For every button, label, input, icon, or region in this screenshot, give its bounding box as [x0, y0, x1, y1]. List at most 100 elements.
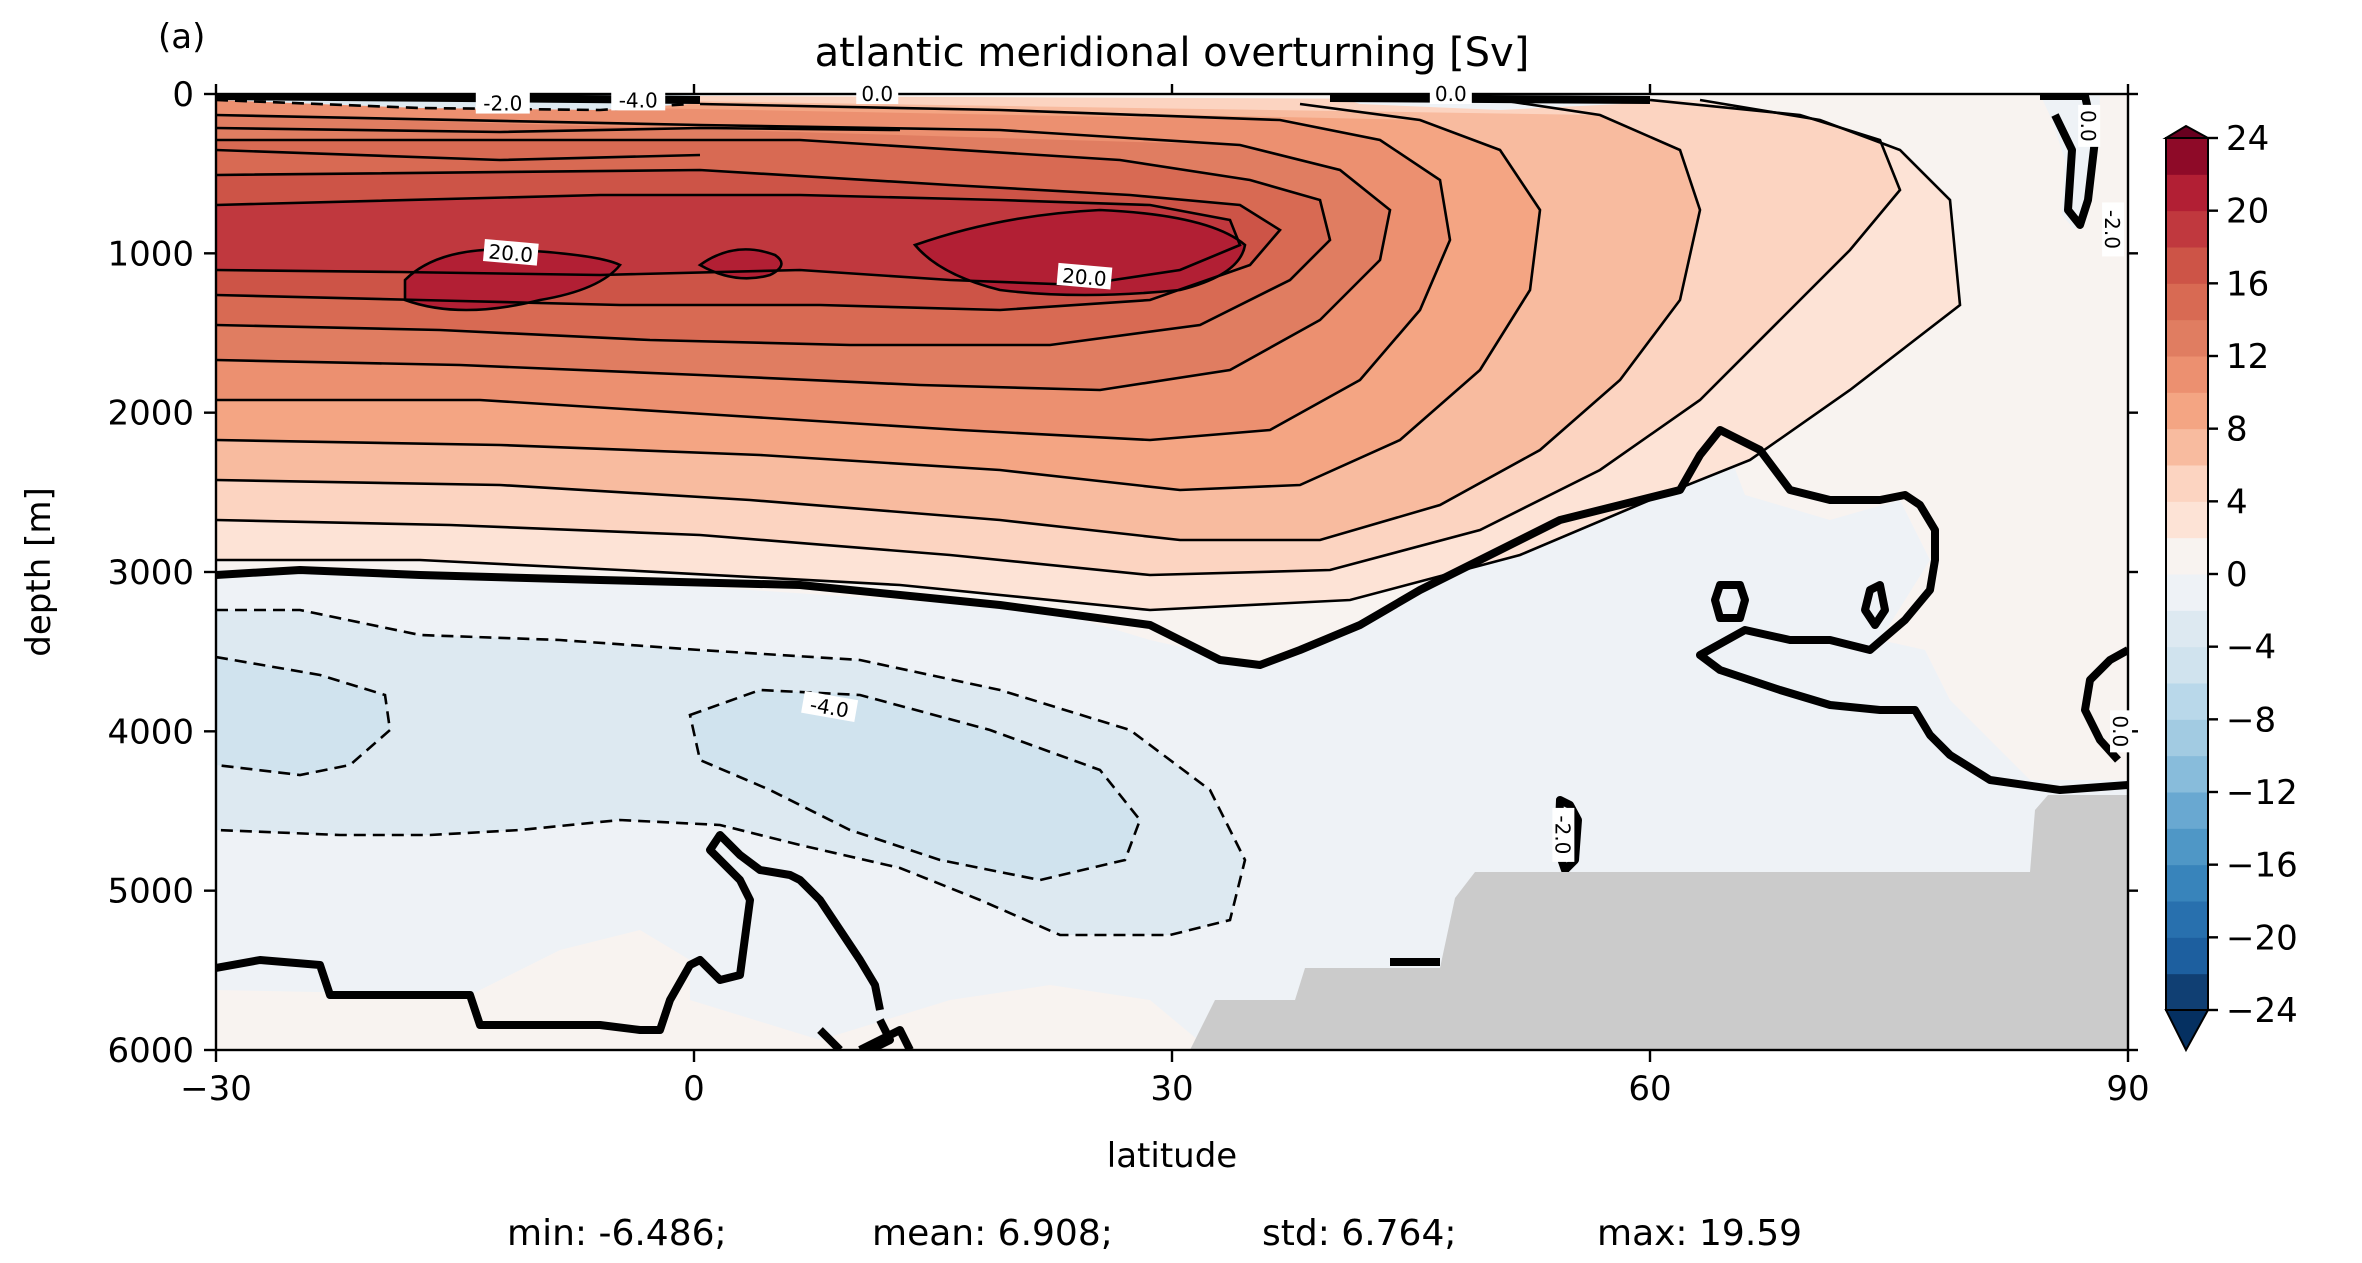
- x-tick-label-2: 30: [1150, 1069, 1193, 1109]
- colorbar-band-10: [2166, 610, 2208, 648]
- contour-label-bg-8: [2078, 104, 2101, 147]
- contour-label-text-7: -2.0: [1550, 815, 1574, 854]
- contour-6: [216, 98, 1702, 542]
- contour-label-text-2: 0.0: [861, 82, 893, 106]
- x-axis-label: latitude: [1107, 1136, 1237, 1176]
- x-ticks: −30 0 30 60 90: [180, 84, 2150, 1109]
- contour-label-text-1: -4.0: [619, 88, 658, 112]
- colorbar-band-0: [2166, 973, 2208, 1011]
- contour-8: [216, 102, 1542, 492]
- plot-area: [216, 94, 2128, 1050]
- contour-label-text-8: 0.0: [2076, 110, 2100, 142]
- y-tick-label-1: 1000: [107, 234, 194, 274]
- contour-label-8: 0.0: [2076, 104, 2101, 147]
- contour-neg4-a: [216, 655, 392, 777]
- contour-label-text-9: -2.0: [2100, 210, 2124, 249]
- zero-contour-island-b: [1861, 581, 1889, 629]
- contour-14: [216, 138, 1332, 347]
- contour-label-text-4: 20.0: [488, 239, 534, 267]
- colorbar-band-7: [2166, 719, 2208, 757]
- stats-line: min: -6.486; mean: 6.908; std: 6.764; ma…: [507, 1213, 1802, 1254]
- y-ticks: 0 1000 2000 3000 4000 5000 6000: [107, 75, 2138, 1071]
- colorbar-tick-label-11: −20: [2226, 918, 2298, 958]
- band-20a: [405, 249, 620, 310]
- colorbar-band-13: [2166, 501, 2208, 539]
- colorbar-band-6: [2166, 755, 2208, 793]
- contour-label-2: 0.0: [856, 82, 899, 106]
- x-tick-label-4: 90: [2106, 1069, 2149, 1109]
- colorbar-band-16: [2166, 392, 2208, 430]
- contour-label-bg-1: [611, 88, 666, 111]
- zero-contour-arctic: [2040, 94, 2099, 229]
- contour-neg2: [216, 608, 1247, 937]
- colorbar-tick-label-5: 4: [2226, 482, 2248, 522]
- y-tick-label-2: 2000: [107, 394, 194, 434]
- contour-label-5: 20.0: [1056, 262, 1113, 291]
- contour-label-bg-3: [1429, 82, 1472, 104]
- contour-20-c: [912, 208, 1247, 297]
- y-axis-label: depth [m]: [19, 487, 59, 656]
- colorbar-band-15: [2166, 428, 2208, 466]
- contour-label-bg-9: [2102, 202, 2125, 257]
- colorbar-band-23: [2166, 138, 2208, 175]
- y-tick-label-6: 6000: [107, 1031, 194, 1071]
- contour-16: [216, 168, 1282, 312]
- contour-12: [216, 113, 1392, 392]
- colorbar-extend-bottom: [2164, 1009, 2210, 1053]
- contour-neg4-b: [688, 688, 1142, 882]
- positive-bands: [216, 94, 2100, 610]
- contour-label-bg-4: [482, 239, 539, 266]
- contour-label-text-5: 20.0: [1061, 263, 1107, 291]
- colorbar-tick-label-6: 0: [2226, 555, 2248, 595]
- colorbar-tick-label-10: −16: [2226, 846, 2298, 886]
- colorbar-band-9: [2166, 646, 2208, 684]
- contour-label-0: -2.0: [475, 91, 530, 116]
- stats-std: std: 6.764;: [1262, 1213, 1456, 1254]
- zero-contour-island-a: [1711, 581, 1749, 622]
- contour-label-bg-0: [475, 91, 530, 114]
- colorbar-band-18: [2166, 319, 2208, 357]
- colorbar-bands: [2165, 137, 2209, 1011]
- contour-18: [216, 193, 1242, 287]
- colorbar-band-2: [2166, 901, 2208, 938]
- contour-label-bg-10: [2110, 710, 2133, 753]
- land-mask: [1190, 795, 2128, 1050]
- thin-contours: [216, 98, 1962, 612]
- contour-label-4: 20.0: [482, 239, 539, 267]
- contour-label-7: -2.0: [1550, 807, 1575, 862]
- y-tick-label-3: 3000: [107, 553, 194, 593]
- contour-4: [216, 98, 1902, 577]
- x-tick-label-1: 0: [683, 1069, 705, 1109]
- colorbar-band-19: [2166, 283, 2208, 321]
- contour-label-bg-6: [801, 690, 859, 722]
- colorbar: 24 20 16 12 8 4 0 −4 −8 −12 −16 −20 −24: [2162, 119, 2298, 1053]
- contour-label-3: 0.0: [1429, 82, 1472, 106]
- colorbar-tick-label-9: −12: [2226, 773, 2298, 813]
- x-tick-label-0: −30: [180, 1069, 252, 1109]
- negative-contour-region-2: [216, 657, 1140, 880]
- zero-contour-main: [216, 426, 2128, 794]
- contour-surface-b: [216, 148, 701, 162]
- colorbar-band-1: [2166, 937, 2208, 975]
- colorbar-band-8: [2166, 683, 2208, 720]
- colorbar-tick-label-0: 24: [2226, 119, 2269, 159]
- contour-label-bg-7: [1552, 807, 1575, 862]
- y-tick-label-4: 4000: [107, 712, 194, 752]
- colorbar-band-12: [2166, 537, 2208, 575]
- contour-label-text-0: -2.0: [483, 92, 522, 116]
- contour-label-text-10: 0.0: [2108, 715, 2132, 747]
- contour-label-text-3: 0.0: [1435, 82, 1467, 106]
- contour-label-bg-2: [856, 82, 899, 104]
- colorbar-band-22: [2166, 174, 2208, 212]
- contour-20-a: [403, 248, 623, 312]
- colorbar-tick-label-8: −8: [2226, 700, 2276, 740]
- zero-contours: [216, 94, 2128, 1050]
- colorbar-band-4: [2166, 828, 2208, 866]
- stats-mean: mean: 6.908;: [872, 1213, 1113, 1254]
- chart-title: atlantic meridional overturning [Sv]: [815, 30, 1530, 76]
- colorbar-ticks: 24 20 16 12 8 4 0 −4 −8 −12 −16 −20 −24: [2208, 119, 2298, 1031]
- colorbar-extend-top: [2162, 124, 2209, 139]
- zero-contour-arctic-deep: [2081, 646, 2128, 763]
- stats-max: max: 19.59: [1597, 1213, 1802, 1254]
- zero-contour-bottom: [817, 1018, 914, 1050]
